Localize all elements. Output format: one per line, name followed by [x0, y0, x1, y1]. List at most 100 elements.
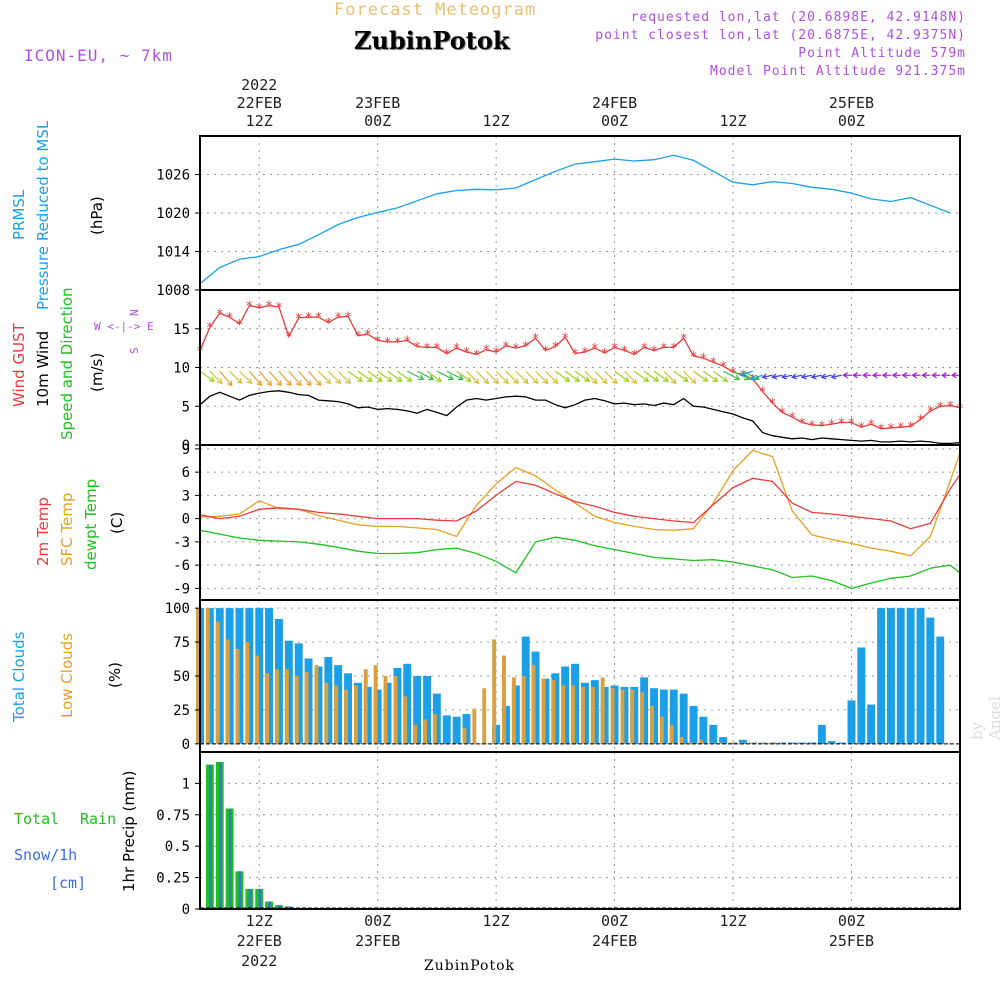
total-cloud-bar — [610, 685, 619, 744]
gust-marker: * — [670, 341, 678, 356]
wind-arrow — [436, 370, 454, 380]
total-cloud-bar — [679, 693, 688, 744]
wind-arrow — [782, 374, 793, 378]
total-cloud-bar — [738, 739, 747, 744]
precip-tick-label: 0.75 — [156, 808, 190, 824]
top-hour-label: 12Z — [719, 112, 747, 130]
watermark: by Angel — [968, 696, 1000, 740]
wind-arrow-head — [662, 376, 669, 382]
total-cloud-bar — [423, 676, 431, 744]
wind-arrow-head — [881, 372, 888, 379]
wind-arrow-head — [286, 380, 292, 387]
wind-arrow-head — [781, 373, 788, 380]
gust-marker: * — [749, 373, 757, 388]
temp-tick-label: 9 — [182, 442, 190, 458]
wind-arrow — [258, 370, 272, 386]
wind-speed-dir-label: Speed and Direction — [58, 287, 76, 440]
wind-arrow-head — [749, 375, 756, 381]
wind-arrow — [298, 370, 312, 386]
wind-arrow — [446, 370, 464, 380]
wind-arrow-head — [584, 376, 591, 382]
low-clouds-label: Low Clouds — [58, 633, 76, 718]
gust-marker: * — [285, 331, 293, 346]
total-cloud-bar — [847, 700, 856, 744]
low-cloud-bar — [413, 724, 418, 744]
wind-arrow-head — [345, 378, 352, 385]
wind-arrow-head — [428, 374, 435, 381]
wind-arrow-head — [552, 378, 559, 385]
total-cloud-bar — [452, 716, 461, 744]
wind-arrow — [791, 374, 803, 378]
total-cloud-bar — [837, 742, 846, 744]
precip-snow-label: Snow/1h — [14, 846, 78, 864]
total-cloud-bar — [936, 636, 945, 744]
cloud-tick-label: 25 — [173, 703, 190, 719]
wind-arrow-head — [761, 373, 768, 380]
wind-arrow — [750, 374, 763, 380]
low-cloud-bar — [324, 682, 329, 744]
precip-tick-label: 1 — [182, 776, 190, 792]
total-cloud-bar — [215, 608, 224, 744]
total-cloud-bar — [561, 666, 570, 744]
total-cloud-bar — [314, 666, 323, 744]
top-hour-label: 12Z — [482, 112, 510, 130]
gust-line — [199, 304, 961, 430]
gust-marker: * — [788, 411, 796, 426]
low-cloud-bar — [215, 621, 220, 744]
wind-arrow — [248, 370, 262, 386]
wind-arrow-head — [643, 376, 650, 382]
wind-arrow-head — [842, 372, 849, 379]
wind-arrow-head — [542, 378, 549, 385]
gust-marker: * — [917, 413, 925, 428]
bottom-hour-label: 00Z — [364, 912, 392, 930]
wind-arrow — [594, 370, 608, 384]
gust-marker: * — [423, 341, 431, 356]
wind-arrow-head — [682, 376, 689, 382]
total-cloud-bar — [669, 689, 678, 744]
gust-marker: * — [344, 310, 352, 325]
wind-arrow — [811, 374, 822, 378]
wind-arrow-head — [236, 378, 243, 385]
pressure-line — [199, 154, 951, 285]
wind-arrow-head — [386, 376, 393, 382]
wind-arrow-head — [690, 378, 697, 385]
low-cloud-bar — [590, 686, 595, 744]
wind-arrow-head — [771, 373, 778, 380]
wind-arrow — [683, 370, 697, 384]
gust-marker: * — [334, 311, 342, 326]
low-cloud-bar — [541, 678, 546, 744]
total-cloud-bar — [620, 686, 629, 744]
temp-sfc-label: SFC Temp — [58, 492, 76, 566]
gust-marker: * — [492, 346, 500, 361]
low-cloud-bar — [669, 724, 674, 744]
gust-marker: * — [729, 366, 737, 381]
pressure-tick-label: 1008 — [156, 283, 190, 299]
wind-arrow — [337, 370, 351, 384]
gust-marker: * — [581, 346, 589, 361]
wind-arrow-head — [522, 378, 529, 385]
wind-arrow — [485, 370, 499, 384]
wind-arrow-head — [256, 380, 263, 387]
wind-arrow — [416, 370, 434, 380]
snow-bar — [248, 888, 252, 909]
wind-10m-label: 10m Wind — [34, 330, 52, 407]
wind-arrow-head — [483, 378, 490, 385]
total-cloud-bar — [492, 724, 501, 744]
temp-tick-label: -9 — [173, 581, 190, 597]
total-cloud-bar — [235, 608, 244, 744]
wind-arrow-head — [653, 376, 660, 382]
wind-arrow-head — [631, 378, 638, 385]
low-cloud-bar — [531, 665, 536, 744]
total-cloud-bar — [798, 742, 806, 744]
model-altitude: Model Point Altitude 921.375m — [710, 64, 966, 79]
wind-arrow — [772, 374, 783, 378]
wind-arrow-head — [611, 378, 618, 385]
total-cloud-bar — [275, 619, 283, 744]
wind-arrow — [268, 370, 282, 386]
total-cloud-bar — [245, 608, 254, 744]
wind-arrow — [574, 370, 590, 382]
bottom-date-label: 24FEB — [591, 932, 638, 950]
wind-arrow-head — [447, 374, 454, 381]
total-cloud-bar — [887, 608, 895, 744]
wind-arrow-head — [366, 376, 373, 382]
